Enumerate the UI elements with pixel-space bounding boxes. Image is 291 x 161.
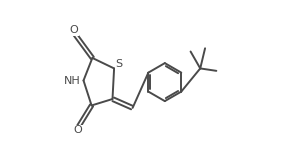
Text: NH: NH <box>63 76 80 85</box>
Text: O: O <box>74 125 82 135</box>
Text: O: O <box>70 25 78 35</box>
Text: S: S <box>116 59 123 69</box>
